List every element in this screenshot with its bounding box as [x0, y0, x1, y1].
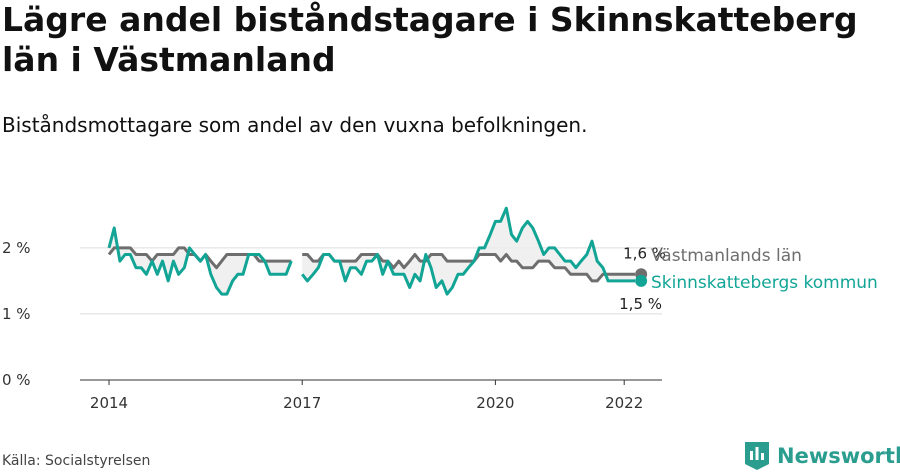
x-tick-label: 2017 — [283, 394, 321, 412]
gap-fill-area — [109, 228, 292, 295]
source-note: Källa: Socialstyrelsen — [2, 453, 151, 469]
end-dot-skinnskattebergs-kommun — [635, 274, 648, 287]
chart-title: Lägre andel biståndstagare i Skinnskatte… — [2, 0, 858, 79]
y-tick-label: 2 % — [2, 239, 31, 257]
series-label-vastmanlands-lan: Västmanlands län — [651, 246, 802, 266]
y-tick-label: 1 % — [2, 305, 31, 323]
gap-fill-area — [302, 208, 636, 295]
series-label-skinnskattebergs-kommun: Skinnskattebergs kommun — [651, 273, 878, 293]
brand-name: Newsworthy — [777, 444, 900, 468]
y-tick-label: 0 % — [2, 371, 31, 389]
chart-subtitle: Biståndsmottagare som andel av den vuxna… — [2, 113, 588, 137]
x-tick-label: 2014 — [90, 394, 128, 412]
x-tick-label: 2020 — [476, 394, 514, 412]
series-line-skinnskattebergs-kommun — [107, 206, 636, 296]
end-value-label-kommun: 1,5 % — [619, 295, 662, 313]
newsworthy-logo-icon — [745, 442, 769, 470]
brand-logo: Newsworthy — [745, 441, 900, 471]
end-value-label-lan: 1,6 % — [623, 244, 666, 262]
x-tick-label: 2022 — [605, 394, 643, 412]
